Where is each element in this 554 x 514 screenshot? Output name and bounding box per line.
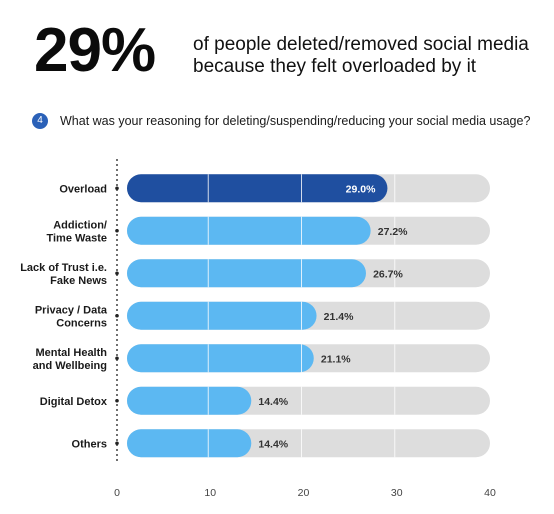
category-label-line: Others	[72, 438, 107, 450]
x-tick-label: 30	[391, 487, 403, 499]
value-label: 21.1%	[321, 353, 351, 365]
category-label-line: Overload	[59, 183, 107, 195]
bar	[127, 174, 388, 203]
axis-tick-dot	[115, 228, 119, 233]
value-label: 27.2%	[378, 226, 408, 238]
category-label-line: Lack of Trust i.e.	[20, 262, 107, 274]
category-label: Lack of Trust i.e. Fake News	[20, 262, 107, 287]
bar	[127, 344, 314, 373]
category-label-line: Time Waste	[46, 232, 107, 244]
category-label-line: Privacy / Data	[35, 304, 108, 316]
category-label: Mental Health and Wellbeing	[33, 347, 108, 372]
value-label: 14.4%	[258, 438, 288, 450]
category-label: Overload	[59, 183, 107, 195]
category-label: Addiction/Time Waste	[46, 219, 107, 244]
category-label-line: Fake News	[50, 275, 107, 287]
axis-tick-dot	[115, 356, 119, 361]
x-tick-label: 40	[484, 487, 496, 499]
category-label-line: Digital Detox	[40, 396, 108, 408]
headline-line-1: of people deleted/removed social media	[193, 34, 529, 55]
bar	[127, 386, 252, 415]
value-label: 14.4%	[258, 396, 288, 408]
value-label: 29.0%	[346, 183, 376, 195]
bar	[127, 429, 252, 458]
value-label: 26.7%	[373, 268, 403, 280]
question-text: What was your reasoning for deleting/sus…	[60, 114, 531, 128]
x-tick-label: 10	[204, 487, 216, 499]
bar	[127, 259, 366, 288]
headline-line-2: because they felt overloaded by it	[193, 56, 477, 77]
category-label: Privacy / Data Concerns	[35, 304, 108, 329]
headline-percent: 29%	[34, 16, 156, 85]
category-label-line: Addiction/	[53, 219, 107, 231]
axis-tick-dot	[115, 398, 119, 403]
axis-tick-dot	[115, 271, 119, 276]
category-label-line: Concerns	[56, 317, 107, 329]
x-tick-label: 0	[114, 487, 120, 499]
category-label-line: Mental Health	[35, 347, 107, 359]
headline-text: of people deleted/removed social media b…	[193, 34, 529, 78]
axis-tick-dot	[115, 441, 119, 446]
axis-tick-dot	[115, 313, 119, 318]
category-label-line: and Wellbeing	[33, 360, 107, 372]
category-label: Others	[72, 438, 107, 450]
value-label: 21.4%	[324, 311, 354, 323]
category-label: Digital Detox	[40, 396, 108, 408]
bar	[127, 301, 317, 330]
x-tick-label: 20	[298, 487, 310, 499]
bar	[127, 216, 371, 245]
question-number-badge: 4	[32, 113, 48, 129]
axis-tick-dot	[115, 186, 119, 191]
